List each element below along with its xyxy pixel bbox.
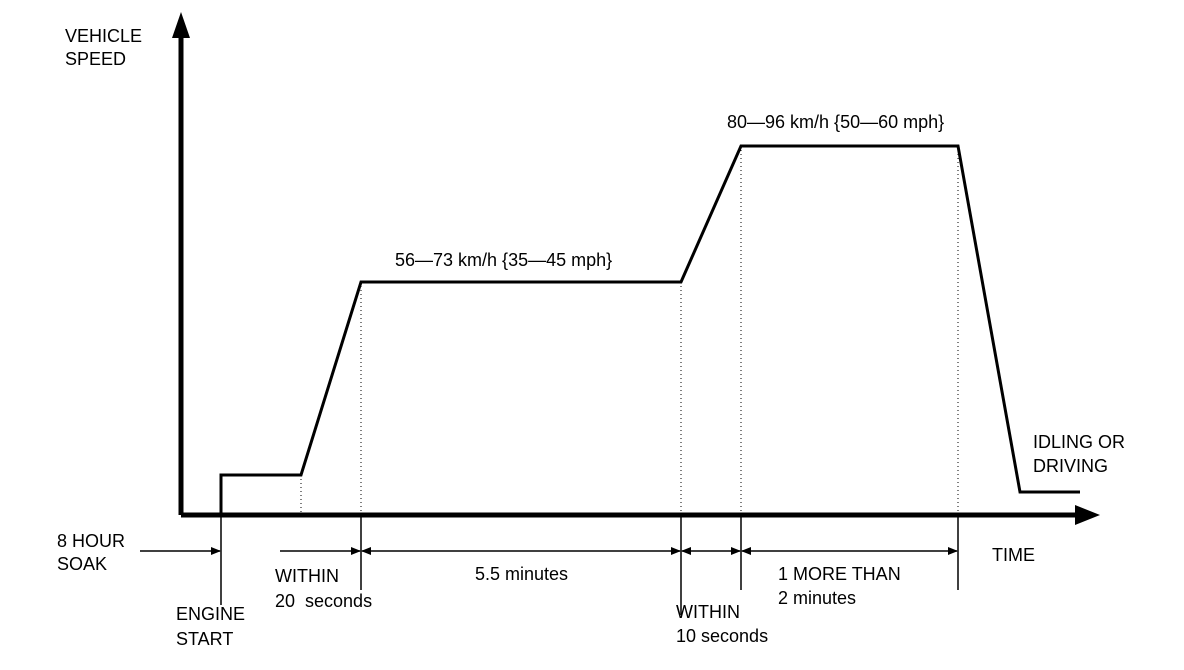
- dotted-guides: [300, 146, 959, 515]
- y-axis-label: VEHICLE: [65, 26, 142, 46]
- y-axis-label: SPEED: [65, 49, 126, 69]
- end-label: DRIVING: [1033, 456, 1108, 476]
- speed-label: 80—96 km/h {50—60 mph}: [727, 112, 944, 132]
- end-label: IDLING OR: [1033, 432, 1125, 452]
- interval-label: 20 seconds: [275, 591, 372, 611]
- speed-profile: [219, 144, 1080, 515]
- soak-label: SOAK: [57, 554, 107, 574]
- interval-label: 1 MORE THAN: [778, 564, 901, 584]
- x-axis-label: TIME: [992, 545, 1035, 565]
- interval-label: 10 seconds: [676, 626, 768, 646]
- y-axis-arrow: [172, 12, 190, 38]
- interval-label: WITHIN: [275, 566, 339, 586]
- interval-label: WITHIN: [676, 602, 740, 622]
- soak-label: 8 HOUR: [57, 531, 125, 551]
- interval-label: 2 minutes: [778, 588, 856, 608]
- interval-label: 5.5 minutes: [475, 564, 568, 584]
- engine-start-label: ENGINE: [176, 604, 245, 624]
- x-axis-arrow: [1075, 505, 1100, 525]
- engine-start-label: START: [176, 629, 233, 649]
- speed-label: 56—73 km/h {35—45 mph}: [395, 250, 612, 270]
